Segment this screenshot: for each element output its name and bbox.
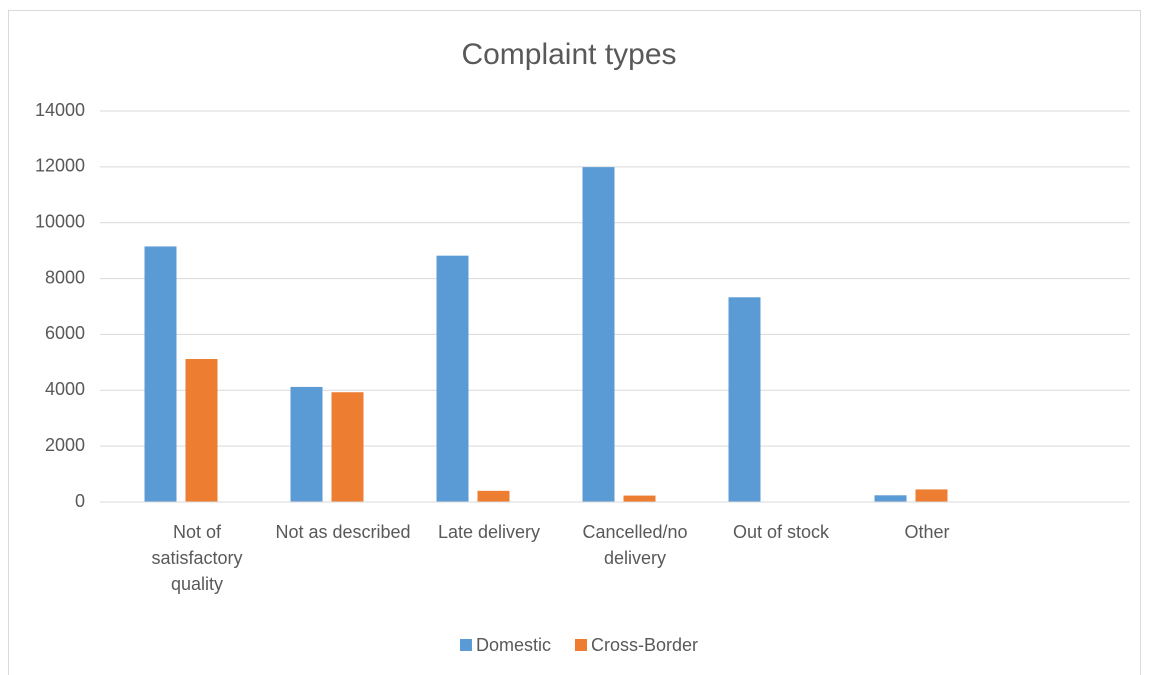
legend-swatch bbox=[459, 639, 472, 651]
x-tick-label: Not as described bbox=[275, 522, 411, 542]
legend-label: Cross-Border bbox=[591, 635, 698, 655]
x-tick-label: Out of stock bbox=[732, 522, 830, 542]
bar bbox=[582, 167, 615, 503]
y-tick-label: 8000 bbox=[45, 267, 85, 287]
bar bbox=[290, 386, 323, 502]
bar bbox=[874, 495, 907, 502]
bar bbox=[185, 359, 218, 502]
y-tick-label: 12000 bbox=[35, 156, 85, 176]
bar bbox=[728, 297, 761, 502]
bar bbox=[623, 495, 656, 502]
y-tick-label: 4000 bbox=[45, 379, 85, 399]
bar bbox=[915, 489, 948, 502]
legend-swatch bbox=[574, 639, 587, 651]
y-tick-label: 6000 bbox=[45, 323, 85, 343]
x-tick-label: Other bbox=[904, 522, 950, 542]
y-tick-label: 10000 bbox=[35, 211, 85, 231]
x-tick-label: Cancelled/no delivery bbox=[582, 522, 688, 568]
bar bbox=[331, 392, 364, 502]
x-tick-label: Late delivery bbox=[437, 522, 541, 542]
x-tick-label: Not of satisfactory quality bbox=[151, 522, 243, 594]
legend-label: Domestic bbox=[476, 635, 551, 655]
bar bbox=[477, 490, 510, 502]
chart-title: Complaint types bbox=[461, 38, 676, 71]
chart-frame bbox=[8, 10, 1141, 675]
y-tick-label: 2000 bbox=[45, 435, 85, 455]
y-tick-label: 14000 bbox=[35, 100, 85, 120]
bar bbox=[144, 246, 177, 502]
y-tick-label: 0 bbox=[75, 491, 85, 511]
bar bbox=[436, 255, 469, 502]
